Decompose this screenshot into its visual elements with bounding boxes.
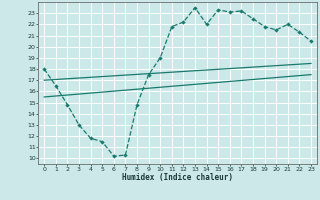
X-axis label: Humidex (Indice chaleur): Humidex (Indice chaleur) <box>122 173 233 182</box>
